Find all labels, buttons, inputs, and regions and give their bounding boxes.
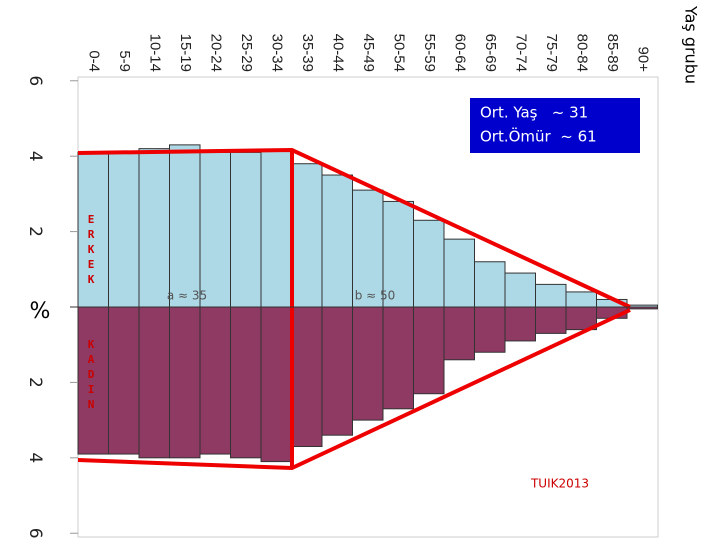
- x-tick-label: 25-29: [238, 34, 255, 72]
- bar: [535, 283, 567, 308]
- bar: [504, 272, 536, 308]
- bar: [291, 306, 323, 448]
- x-tick-label: 40-44: [329, 34, 346, 72]
- bar: [474, 261, 506, 308]
- bar: [108, 306, 140, 455]
- annotation: b ≈ 50: [355, 289, 396, 303]
- bar: [565, 291, 597, 308]
- x-tick-label: 10-14: [146, 34, 163, 72]
- bar: [77, 306, 109, 455]
- x-tick-label: 65-69: [482, 34, 499, 72]
- x-tick-label: 80-84: [573, 34, 590, 72]
- bar: [108, 151, 140, 308]
- bar: [169, 306, 201, 459]
- bar: [199, 306, 231, 455]
- bar: [382, 200, 414, 308]
- y-tick-label: 2: [25, 226, 45, 237]
- bar: [474, 306, 506, 353]
- bar: [169, 144, 201, 308]
- bar: [230, 306, 262, 459]
- bar: [321, 306, 353, 436]
- bars: [77, 144, 658, 463]
- bar: [291, 163, 323, 308]
- x-tick-label: 90+: [634, 47, 651, 73]
- bar: [230, 151, 262, 308]
- x-tick-label: 85-89: [604, 34, 621, 72]
- trend-lines: [77, 147, 631, 471]
- x-tick-label: 45-49: [360, 34, 377, 72]
- bar: [138, 148, 170, 308]
- y-tick-label: 6: [25, 75, 45, 86]
- bar: [443, 238, 475, 308]
- legend-line: Ort.Ömür ~ 61: [480, 127, 597, 146]
- bar: [321, 174, 353, 308]
- x-tick-label: 50-54: [390, 34, 407, 72]
- bar: [413, 306, 445, 395]
- bar: [382, 306, 414, 410]
- bar: [138, 306, 170, 459]
- y-tick-label: 4: [25, 151, 45, 162]
- x-tick-label: 70-74: [512, 34, 529, 72]
- x-axis-label: Yaş grubu: [682, 5, 701, 84]
- series-labels: E R K E K K A D I N: [88, 213, 95, 411]
- y-tick-label: 6: [25, 528, 45, 539]
- x-tick-label: 30-34: [268, 34, 285, 72]
- bar: [260, 306, 292, 463]
- x-tick-label: 55-59: [421, 34, 438, 72]
- x-tick-label: 0-4: [85, 50, 102, 72]
- bar: [352, 306, 384, 421]
- legend-box: [470, 98, 640, 153]
- bar: [413, 219, 445, 308]
- bar: [260, 150, 292, 308]
- source: TUIK2013: [530, 477, 589, 491]
- x-tick-label: 5-9: [116, 50, 133, 72]
- bar: [443, 306, 475, 361]
- bar: [77, 151, 109, 308]
- annotation: a ≈ 35: [167, 289, 207, 303]
- y-axis-label: %: [30, 299, 51, 324]
- legend-line: Ort. Yaş ~ 31: [480, 104, 588, 122]
- x-tick-label: 75-79: [543, 34, 560, 72]
- x-tick-label: 60-64: [451, 34, 468, 72]
- bar: [535, 306, 567, 334]
- bar: [199, 151, 231, 308]
- y-tick-label: 2: [25, 377, 45, 388]
- bar: [504, 306, 536, 342]
- x-tick-label: 20-24: [207, 34, 224, 72]
- y-tick-label: 4: [25, 452, 45, 463]
- x-tick-label: 35-39: [299, 34, 316, 72]
- x-tick-label: 15-19: [177, 34, 194, 72]
